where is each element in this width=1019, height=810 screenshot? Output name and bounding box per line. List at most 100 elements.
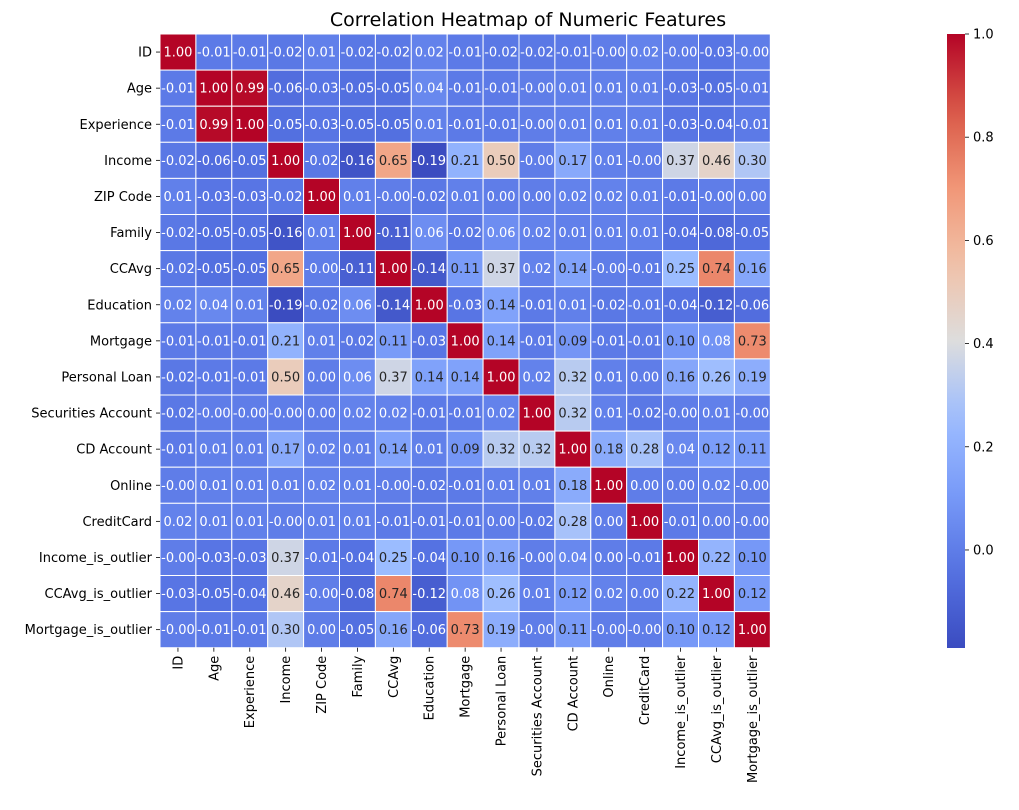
heatmap-cell — [303, 177, 341, 215]
heatmap-cell — [662, 286, 699, 324]
cell-value-label: 0.01 — [594, 407, 623, 422]
heatmap-cell — [303, 141, 341, 179]
cell-value-label: 0.17 — [558, 154, 587, 169]
cell-value-label: 0.01 — [594, 82, 623, 97]
cell-value-label: -0.01 — [412, 515, 446, 530]
heatmap-cell — [446, 538, 484, 577]
cell-value-label: -0.00 — [377, 479, 411, 494]
cell-value-label: -0.05 — [269, 118, 303, 133]
cell-value-label: 0.02 — [522, 226, 551, 241]
heatmap-cell — [231, 250, 269, 288]
heatmap-cell — [626, 466, 664, 504]
heatmap-cell — [410, 141, 448, 179]
cell-value-label: -0.05 — [233, 154, 267, 169]
cell-value-label: -0.00 — [736, 479, 770, 494]
heatmap-cell — [518, 502, 556, 540]
y-tick-label: Mortgage_is_outlier — [25, 623, 153, 638]
cell-value-label: 0.37 — [487, 262, 516, 277]
cell-value-label: -0.00 — [736, 46, 770, 61]
cell-value-label: 0.02 — [307, 443, 336, 458]
cell-value-label: 0.01 — [630, 226, 659, 241]
cell-value-label: 0.12 — [738, 587, 767, 602]
heatmap-cell — [339, 611, 376, 649]
cell-value-label: -0.00 — [161, 551, 195, 566]
heatmap-cell — [482, 33, 520, 71]
heatmap-cell — [446, 177, 484, 215]
cell-value-label: -0.08 — [700, 226, 734, 241]
heatmap-cell — [374, 322, 412, 360]
cell-value-label: -0.01 — [233, 334, 267, 349]
heatmap-cell — [518, 69, 556, 107]
colorbar-tick-label: 1.0 — [973, 28, 994, 43]
cell-value-label: 1.00 — [738, 623, 767, 638]
colorbar-tick-label: 0.0 — [973, 543, 994, 558]
heatmap-cell — [339, 250, 376, 288]
cell-value-label: 0.12 — [558, 587, 587, 602]
heatmap-cell — [518, 105, 556, 143]
heatmap-cell — [733, 538, 771, 577]
heatmap-cell — [374, 177, 412, 215]
cell-value-label: -0.05 — [700, 82, 734, 97]
cell-value-label: 1.00 — [307, 190, 336, 205]
cell-value-label: -0.01 — [377, 515, 411, 530]
heatmap-cell — [339, 69, 376, 107]
y-tick-label: CreditCard — [82, 515, 152, 530]
heatmap-cell — [662, 466, 699, 504]
cell-value-label: 0.02 — [702, 479, 731, 494]
cell-value-label: 1.00 — [415, 298, 444, 313]
cell-value-label: -0.06 — [269, 82, 303, 97]
heatmap-cell — [195, 141, 233, 179]
cell-value-label: 0.00 — [487, 190, 516, 205]
cell-value-label: -0.00 — [305, 587, 339, 602]
heatmap-cell — [662, 105, 699, 143]
heatmap-cell — [698, 611, 735, 649]
heatmap-cell — [303, 69, 341, 107]
heatmap-cell — [267, 611, 305, 649]
heatmap-cell — [733, 575, 771, 613]
cell-value-label: 0.04 — [415, 82, 444, 97]
heatmap-cell — [733, 141, 771, 179]
cell-value-label: 0.02 — [558, 190, 587, 205]
cell-value-label: 0.30 — [271, 623, 300, 638]
heatmap-cell — [339, 430, 376, 468]
cell-value-label: -0.01 — [197, 623, 231, 638]
heatmap-cell — [410, 466, 448, 504]
cell-value-label: 0.06 — [415, 226, 444, 241]
cell-value-label: -0.01 — [197, 334, 231, 349]
y-tick-label: Income_is_outlier — [39, 551, 153, 566]
cell-value-label: -0.02 — [161, 407, 195, 422]
cell-value-label: 0.00 — [522, 190, 551, 205]
heatmap-cell — [446, 502, 484, 540]
heatmap-cell — [733, 250, 771, 288]
cell-value-label: -0.03 — [305, 82, 339, 97]
heatmap-cell — [733, 466, 771, 504]
cell-value-label: -0.01 — [520, 334, 554, 349]
colorbar-tick-label: 0.6 — [973, 234, 994, 249]
cell-value-label: -0.01 — [197, 370, 231, 385]
cell-value-label: 0.08 — [702, 334, 731, 349]
cell-value-label: 0.01 — [702, 407, 731, 422]
cell-value-label: 0.14 — [487, 334, 516, 349]
cell-value-label: 0.16 — [666, 370, 695, 385]
heatmap-cell — [626, 214, 664, 252]
x-tick-label: ID — [171, 656, 186, 670]
cell-value-label: 1.00 — [451, 334, 480, 349]
cell-value-label: 0.14 — [379, 443, 408, 458]
cell-value-label: -0.16 — [269, 226, 303, 241]
heatmap-cell — [482, 611, 520, 649]
cell-value-label: 0.00 — [487, 515, 516, 530]
heatmap-cell — [626, 105, 664, 143]
cell-value-label: 0.16 — [487, 551, 516, 566]
heatmap-cell — [590, 466, 628, 504]
colorbar-tick-label: 0.8 — [973, 131, 994, 146]
cell-value-label: 0.01 — [199, 515, 228, 530]
cell-value-label: 0.01 — [630, 82, 659, 97]
cell-value-label: -0.02 — [269, 190, 303, 205]
y-tick-label: Age — [127, 82, 152, 97]
heatmap-cell — [518, 177, 556, 215]
cell-value-label: 0.99 — [199, 118, 228, 133]
cell-value-label: 0.09 — [451, 443, 480, 458]
cell-value-label: 0.00 — [594, 551, 623, 566]
heatmap-cell — [554, 105, 592, 143]
y-tick-label: ZIP Code — [94, 190, 152, 205]
